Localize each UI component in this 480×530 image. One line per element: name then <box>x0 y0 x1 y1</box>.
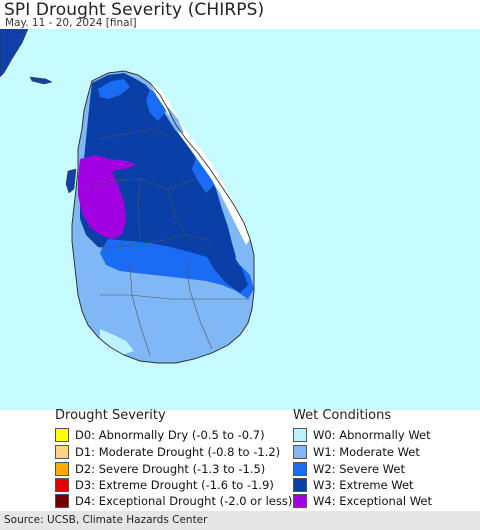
region-w2-east <box>192 157 214 193</box>
legend-label-d4: D4: Exceptional Drought (-2.0 or less) <box>75 494 293 508</box>
legend-label-d3: D3: Extreme Drought (-1.6 to -1.9) <box>75 478 274 492</box>
legend-label-w3: W3: Extreme Wet <box>313 478 414 492</box>
legend-swatch-w3 <box>293 478 307 492</box>
region-w2-central-band <box>100 239 254 299</box>
legend-item-d4: D4: Exceptional Drought (-2.0 or less) <box>55 493 292 509</box>
legend-swatch-d2 <box>55 462 69 476</box>
legend-label-w1: W1: Moderate Wet <box>313 445 420 459</box>
mannar-island <box>65 168 77 194</box>
legend-swatch-d1 <box>55 445 69 459</box>
legend-swatch-w1 <box>293 445 307 459</box>
legend-item-d1: D1: Moderate Drought (-0.8 to -1.2) <box>55 444 280 460</box>
legend-item-w3: W3: Extreme Wet <box>293 477 414 493</box>
legend-label-d1: D1: Moderate Drought (-0.8 to -1.2) <box>75 445 281 459</box>
legend-swatch-d3 <box>55 478 69 492</box>
map-subtitle: May. 11 - 20, 2024 [final] <box>5 17 137 29</box>
legend-item-d3: D3: Extreme Drought (-1.6 to -1.9) <box>55 477 274 493</box>
province-boundaries <box>85 128 250 356</box>
legend-item-d2: D2: Severe Drought (-1.3 to -1.5) <box>55 461 265 477</box>
sri-lanka-spi-map <box>0 29 480 410</box>
india-landmass <box>0 29 29 78</box>
wet-legend-title: Wet Conditions <box>293 408 392 423</box>
legend-label-w0: W0: Abnormally Wet <box>313 428 431 442</box>
legend-label-w2: W2: Severe Wet <box>313 462 405 476</box>
region-w1-northeast-fringe <box>168 107 184 133</box>
source-bar: Source: UCSB, Climate Hazards Center <box>0 511 480 530</box>
legend-item-w4: W4: Exceptional Wet <box>293 493 432 509</box>
legend-swatch-w2 <box>293 462 307 476</box>
map-title: SPI Drought Severity (CHIRPS) <box>4 0 265 20</box>
drought-legend-title: Drought Severity <box>55 408 166 423</box>
legend-item-w2: W2: Severe Wet <box>293 461 405 477</box>
region-w0-south <box>100 329 134 355</box>
legend-label-d0: D0: Abnormally Dry (-0.5 to -0.7) <box>75 428 265 442</box>
legend-swatch-d4 <box>55 494 69 508</box>
legend-swatch-w4 <box>293 494 307 508</box>
region-w2-north <box>98 79 130 99</box>
legend-item-w1: W1: Moderate Wet <box>293 444 420 460</box>
india-coast-islands <box>29 76 53 85</box>
source-text: Source: UCSB, Climate Hazards Center <box>4 514 208 526</box>
coastline <box>71 70 255 364</box>
region-w4-exceptional-wet <box>78 155 136 239</box>
region-w3-eastern-strip <box>206 235 248 293</box>
legend-swatch-w0 <box>293 428 307 442</box>
legend-label-w4: W4: Exceptional Wet <box>313 494 432 508</box>
legend-item-w0: W0: Abnormally Wet <box>293 427 431 443</box>
legend-item-d0: D0: Abnormally Dry (-0.5 to -0.7) <box>55 427 265 443</box>
region-w2-northeast <box>146 89 166 121</box>
legend-swatch-d0 <box>55 428 69 442</box>
legend-label-d2: D2: Severe Drought (-1.3 to -1.5) <box>75 462 266 476</box>
